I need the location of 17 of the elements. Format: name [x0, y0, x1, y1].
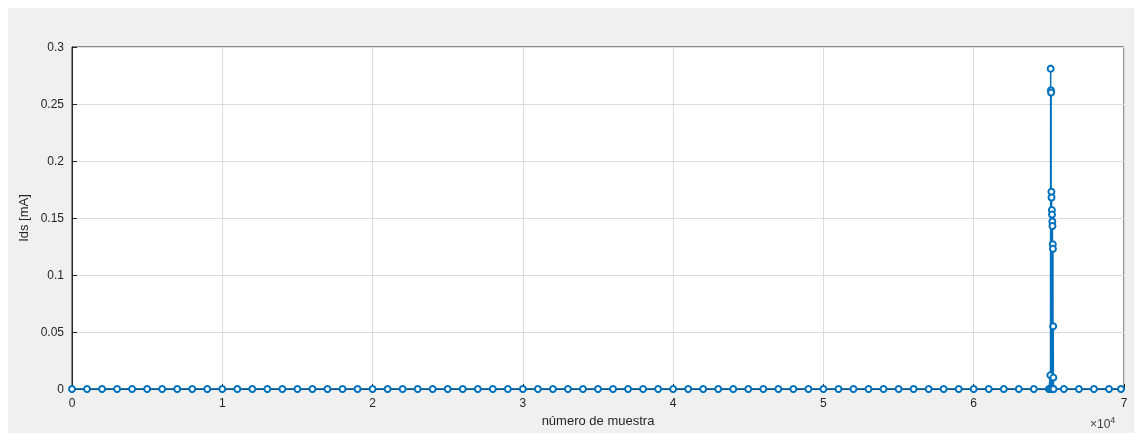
x-axis-title: número de muestra: [541, 412, 656, 428]
x-tick-label: 2: [369, 396, 377, 410]
x-tick-label: 0: [68, 396, 76, 410]
x-tick-label: 6: [970, 396, 978, 410]
y-tick-label: 0.15: [40, 211, 65, 225]
y-tick-label: 0.05: [40, 325, 65, 339]
y-tick-label: 0.3: [47, 40, 65, 54]
x-tick-label: 7: [1120, 396, 1128, 410]
y-tick-label: 0.1: [47, 268, 65, 282]
y-tick-label: 0: [57, 382, 65, 396]
x-tick-label: 3: [519, 396, 527, 410]
x-tick-label: 5: [820, 396, 828, 410]
y-tick-label: 0.2: [47, 154, 65, 168]
x-tick-label: 1: [218, 396, 226, 410]
y-tick-label: 0.25: [40, 97, 65, 111]
x-tick-label: 4: [669, 396, 677, 410]
y-axis-title: Ids [mA]: [15, 194, 31, 242]
